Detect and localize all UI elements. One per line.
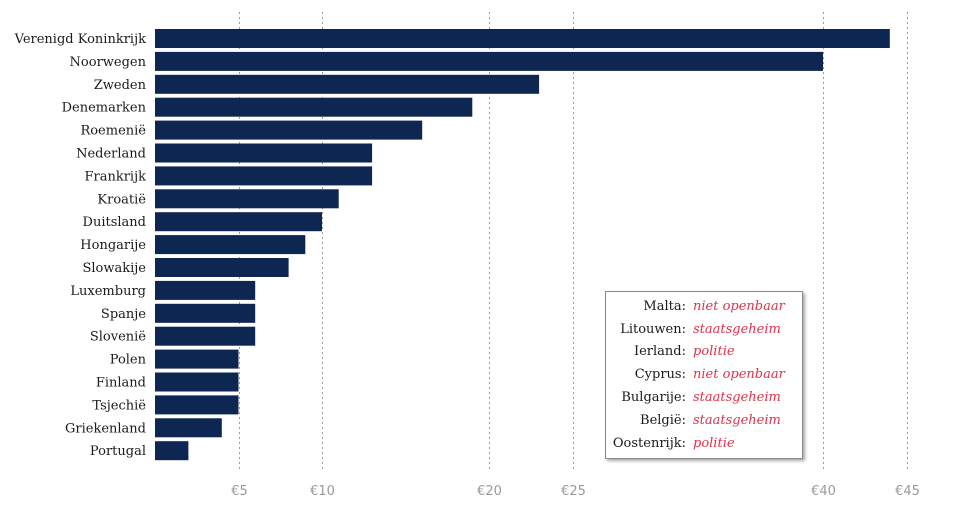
note-reason: staatsgeheim (693, 412, 781, 428)
bar (155, 441, 189, 461)
tick-label: €40 (811, 484, 836, 499)
note-country: Litouwen: (620, 321, 686, 337)
bar (155, 349, 239, 369)
category-label: Portugal (90, 444, 146, 459)
category-label: Frankrijk (84, 169, 146, 184)
category-label: Hongarije (80, 238, 146, 253)
note-row: Ierland: politie (606, 341, 802, 364)
note-row: Malta: niet openbaar (606, 295, 802, 318)
note-reason: politie (693, 435, 735, 451)
note-row: Bulgarije: staatsgeheim (606, 386, 802, 409)
bar (155, 395, 239, 415)
bar (155, 166, 373, 186)
note-country: Cyprus: (634, 367, 686, 383)
category-label: Denemarken (62, 101, 147, 116)
note-reason: staatsgeheim (693, 321, 781, 337)
category-label: Spanje (101, 307, 146, 322)
tick-label: €5 (231, 484, 248, 499)
note-reason: niet openbaar (693, 367, 785, 383)
bar (155, 143, 373, 163)
note-reason: politie (693, 344, 735, 360)
note-row: Litouwen: staatsgeheim (606, 318, 802, 341)
note-reason: niet openbaar (693, 298, 785, 314)
category-label: Slowakije (82, 261, 146, 276)
bar (155, 372, 239, 392)
bar (155, 29, 890, 48)
category-label: Duitsland (83, 215, 146, 230)
category-label: Verenigd Koninkrijk (14, 32, 146, 47)
bar (155, 120, 423, 140)
bar (155, 258, 289, 277)
note-row: Cyprus: niet openbaar (606, 363, 802, 386)
category-label: Nederland (76, 147, 146, 162)
note-row: België: staatsgeheim (606, 409, 802, 432)
bar (155, 212, 322, 232)
category-label: Zweden (94, 78, 147, 93)
unavailable-countries-box: Malta: niet openbaar Litouwen: staatsgehei… (605, 291, 803, 459)
bars (155, 29, 890, 461)
bar (155, 418, 222, 438)
x-axis-ticks: €5 €10 €20 €25 €40 €45 (231, 484, 920, 499)
tick-label: €20 (477, 484, 502, 499)
bar (155, 280, 256, 300)
bar (155, 235, 306, 255)
category-label: Polen (110, 353, 147, 368)
note-country: Bulgarije: (621, 390, 686, 406)
category-label: Kroatië (97, 192, 146, 207)
category-label: Finland (96, 376, 146, 391)
tick-label: €10 (310, 484, 335, 499)
note-country: Oostenrijk: (612, 435, 686, 451)
bar (155, 303, 256, 323)
bar (155, 189, 339, 209)
category-label: Slovenië (90, 330, 146, 345)
note-row: Oostenrijk: politie (606, 432, 802, 455)
tick-label: €25 (561, 484, 586, 499)
category-label: Tsjechië (92, 398, 146, 413)
category-label: Luxemburg (70, 284, 146, 299)
bar (155, 326, 256, 346)
tick-label: €45 (895, 484, 920, 499)
note-country: Malta: (643, 298, 686, 314)
note-country: België: (640, 412, 686, 428)
category-label: Griekenland (65, 421, 146, 436)
category-labels: Verenigd Koninkrijk Noorwegen Zweden Denema… (14, 32, 147, 459)
category-label: Noorwegen (70, 55, 147, 70)
note-country: Ierland: (633, 344, 686, 360)
category-label: Roemenië (80, 124, 146, 139)
bar (155, 51, 823, 71)
note-reason: staatsgeheim (693, 390, 781, 406)
bar (155, 74, 540, 94)
bar (155, 97, 473, 117)
